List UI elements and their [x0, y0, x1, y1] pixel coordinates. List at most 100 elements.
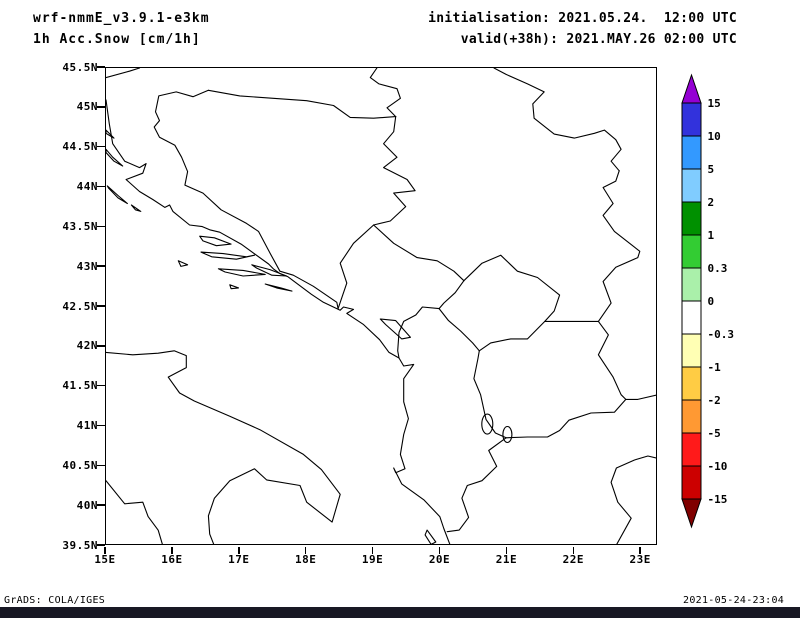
border-montenegro-kosovo — [438, 280, 465, 310]
colorbar-segment — [681, 201, 702, 236]
map-svg — [106, 68, 656, 544]
border-macedonia-greece — [505, 398, 627, 439]
lat-tick-label: 41N — [76, 419, 98, 432]
lat-tickmark — [97, 504, 105, 506]
lon-tick-label: 17E — [228, 553, 250, 566]
lon-tickmark — [505, 546, 508, 554]
lat-tickmark — [97, 544, 105, 546]
colorbar-label: 5 — [708, 163, 715, 176]
island-mljet — [264, 283, 293, 292]
lat-tick-label: 43.5N — [62, 219, 98, 233]
lat-tick-label: 44.5N — [62, 140, 98, 154]
island-pag — [106, 148, 124, 167]
lake-ohrid — [481, 413, 494, 435]
colorbar: 15 10 5 2 1 0.3 0 -0.3 -1 -2 -5 -10 -15 — [681, 73, 734, 529]
lon-tick-label: 23E — [629, 553, 651, 566]
colorbar-segment — [681, 234, 702, 269]
island-lastovo — [229, 284, 240, 290]
field-title: 1h Acc.Snow [cm/1h] — [33, 32, 201, 47]
lon-tick-label: 21E — [495, 553, 518, 566]
border-albania-greece — [446, 437, 507, 533]
lon-tickmark — [572, 546, 575, 554]
lat-tick-label: 39.5N — [62, 538, 98, 552]
colorbar-label: 1 — [708, 229, 715, 242]
colorbar-label: 0 — [708, 295, 715, 308]
island-korcula — [217, 268, 266, 277]
border-kosovo-serbia — [463, 254, 561, 322]
lake-prespa — [502, 425, 513, 444]
colorbar-label: 15 — [708, 97, 721, 110]
map-frame — [105, 67, 657, 545]
valid-time: valid(+38h): 2021.MAY.26 02:00 UTC — [460, 32, 737, 47]
border-macedonia-north — [478, 320, 599, 352]
lat-tickmark — [97, 225, 105, 228]
border-macedonia-bulgaria — [597, 320, 627, 400]
colorbar-segment — [681, 333, 702, 368]
border-serbia-bulgaria — [597, 170, 641, 322]
colorbar-label: -15 — [708, 493, 728, 506]
peninsula-peljesac — [251, 264, 288, 277]
lon-tickmark — [639, 546, 641, 554]
lat-tickmark — [97, 305, 105, 307]
lon-tickmark — [104, 546, 106, 554]
lake-skadar — [379, 318, 411, 340]
lon-tick-label: 20E — [428, 553, 451, 566]
border-bulgaria-greece — [625, 394, 656, 400]
colorbar-segment — [681, 300, 702, 335]
lat-tickmark — [97, 265, 105, 267]
border-serbia-romania — [493, 68, 622, 172]
lat-tick-label: 45.5N — [62, 60, 98, 74]
lat-tick-label: 45N — [76, 100, 98, 114]
colorbar-segment — [681, 432, 702, 467]
border-kosovo-albania — [438, 308, 480, 352]
colorbar-segment — [681, 135, 702, 170]
lat-tick-label: 42N — [76, 339, 98, 353]
lon-tickmark — [171, 546, 173, 554]
island-kornati — [130, 204, 142, 212]
lon-tick-label: 18E — [295, 553, 317, 566]
lat-tickmark — [97, 464, 105, 467]
island-brac — [199, 235, 232, 247]
coastline-italy-tyrrhenian — [106, 480, 163, 544]
lon-tickmark — [238, 546, 240, 554]
lon-tickmark — [438, 546, 441, 554]
lat-tickmark — [97, 106, 105, 108]
border-slovenia-croatia — [106, 68, 141, 79]
colorbar-label: 2 — [708, 196, 715, 209]
colorbar-segment — [681, 366, 702, 401]
colorbar-label: -5 — [708, 427, 721, 440]
border-montenegro-albania — [397, 306, 440, 359]
border-croatia-serbia — [369, 68, 401, 118]
lat-tickmark — [97, 66, 105, 68]
lat-tick-label: 44N — [76, 180, 98, 193]
lon-tickmark — [371, 546, 374, 554]
island-corfu — [424, 529, 437, 544]
lon-tick-label: 16E — [161, 553, 183, 566]
lat-tick-label: 41.5N — [62, 379, 98, 393]
border-montenegro-serbia — [373, 224, 465, 282]
island-vis — [177, 260, 189, 267]
grads-credit: GrADS: COLA/IGES — [4, 595, 106, 606]
coastline-aegean — [610, 455, 656, 544]
border-bosnia-montenegro — [337, 224, 375, 310]
time-block: initialisation: 2021.05.24. 12:00 UTC va… — [428, 8, 737, 50]
island-hvar — [200, 251, 256, 260]
border-sava — [207, 89, 397, 119]
lat-tickmark — [97, 384, 105, 387]
lat-tick-label: 40.5N — [62, 458, 98, 472]
lat-tickmark — [97, 424, 105, 427]
island-rab — [106, 129, 115, 139]
colorbar-segment — [681, 399, 702, 434]
coastline-adriatic — [106, 99, 451, 544]
colorbar-segment — [681, 267, 702, 302]
colorbar-segment — [681, 102, 702, 137]
lat-tickmark — [97, 345, 105, 347]
colorbar-label: -1 — [708, 361, 722, 374]
taskbar-strip[interactable] — [0, 607, 800, 618]
colorbar-label: -10 — [708, 460, 728, 473]
initialisation-time: initialisation: 2021.05.24. 12:00 UTC — [428, 11, 737, 26]
colorbar-label: 0.3 — [708, 262, 728, 275]
coastline-italy-adriatic — [106, 350, 341, 544]
border-macedonia-albania — [473, 350, 507, 439]
